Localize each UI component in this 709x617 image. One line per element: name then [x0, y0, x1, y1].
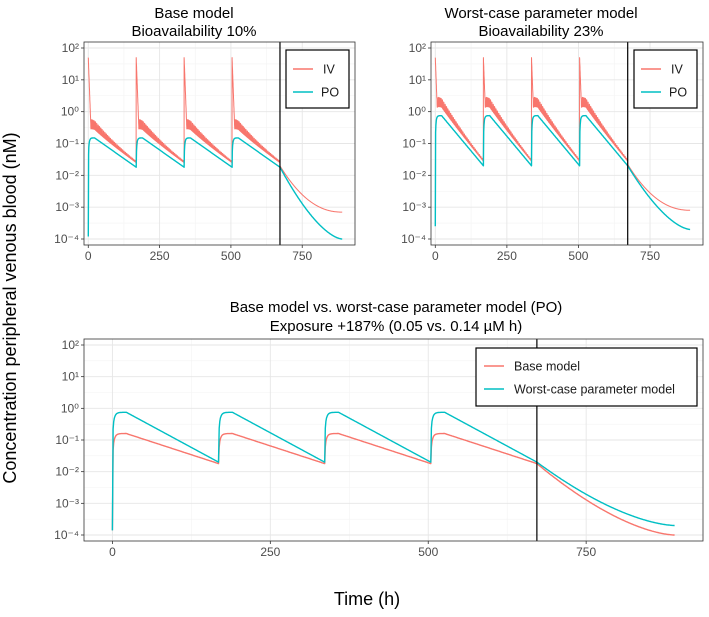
panel-subtitle: Bioavailability 10%: [131, 23, 256, 40]
x-tick-label: 0: [432, 249, 439, 263]
panel-subtitle: Bioavailability 23%: [478, 23, 603, 40]
y-tick-label: 10⁻³: [55, 200, 79, 214]
x-tick-label: 0: [109, 545, 116, 559]
legend: IV PO: [633, 49, 698, 109]
x-tick-label: 0: [85, 249, 92, 263]
x-tick-label: 250: [497, 249, 517, 263]
legend-box: [475, 347, 698, 407]
y-tick-label: 10⁻²: [55, 465, 79, 479]
x-tick-labels: 0 250 500 750: [109, 541, 596, 559]
y-tick-label: 10⁻²: [55, 168, 79, 182]
panel-title: Base model vs. worst-case parameter mode…: [230, 299, 563, 316]
y-tick-labels: 10⁻⁴ 10⁻³ 10⁻² 10⁻¹ 10⁰ 10¹ 10²: [54, 338, 84, 542]
y-tick-label: 10⁻³: [402, 200, 426, 214]
panel-worst-case-model: Worst-case parameter model Bioavailabili…: [401, 5, 704, 263]
legend-label-po: PO: [669, 86, 687, 100]
legend: IV PO: [285, 49, 350, 109]
y-tick-label: 10⁻¹: [402, 137, 426, 151]
x-tick-labels: 0 250 500 750: [85, 245, 313, 263]
panel-title: Base model: [154, 5, 233, 22]
y-tick-label: 10¹: [409, 73, 426, 87]
y-tick-label: 10¹: [62, 73, 79, 87]
x-tick-labels: 0 250 500 750: [432, 245, 660, 263]
x-tick-label: 500: [418, 545, 438, 559]
series-line-po: [87, 137, 343, 240]
series-line-iv: [87, 57, 343, 213]
x-axis-label: Time (h): [334, 589, 400, 609]
series-lines: [111, 411, 675, 536]
y-tick-label: 10⁻¹: [55, 433, 79, 447]
series-line-worst-case-parameter-model: [111, 411, 675, 531]
grid: [84, 42, 355, 245]
x-tick-label: 250: [260, 545, 280, 559]
x-tick-label: 750: [576, 545, 596, 559]
y-tick-label: 10⁻³: [55, 496, 79, 510]
y-tick-labels: 10⁻⁴ 10⁻³ 10⁻² 10⁻¹ 10⁰ 10¹ 10²: [401, 41, 431, 246]
x-tick-label: 500: [221, 249, 241, 263]
legend-label-iv: IV: [671, 63, 683, 77]
legend-label-base: Base model: [514, 360, 580, 374]
legend-label-po: PO: [321, 86, 339, 100]
x-tick-label: 750: [640, 249, 660, 263]
legend-label-iv: IV: [323, 63, 335, 77]
y-tick-label: 10¹: [62, 370, 79, 384]
series-lines: [434, 57, 691, 231]
legend-box: [285, 49, 350, 109]
panel-base-model: Base model Bioavailability 10% 10⁻⁴10⁻³1…: [54, 5, 356, 263]
x-tick-label: 500: [568, 249, 588, 263]
panel-comparison: Base model vs. worst-case parameter mode…: [54, 299, 704, 559]
y-tick-label: 10²: [62, 338, 79, 352]
y-tick-label: 10²: [62, 41, 79, 55]
y-axis-label: Concentration peripheral venous blood (n…: [0, 132, 20, 483]
series-line-po: [434, 114, 691, 231]
legend-box: [633, 49, 698, 109]
y-tick-label: 10⁰: [61, 105, 79, 119]
series-line-base-model: [111, 432, 675, 536]
y-tick-label: 10⁻²: [402, 168, 426, 182]
panel-subtitle: Exposure +187% (0.05 vs. 0.14 µM h): [270, 318, 523, 335]
x-tick-label: 750: [292, 249, 312, 263]
y-tick-label: 10²: [409, 41, 426, 55]
y-tick-label: 10⁻⁴: [54, 232, 79, 246]
panel-title: Worst-case parameter model: [444, 5, 637, 22]
y-tick-label: 10⁻⁴: [401, 232, 426, 246]
legend-label-worst-case: Worst-case parameter model: [514, 383, 675, 397]
series-lines: [87, 57, 343, 240]
y-tick-labels: 10⁻⁴ 10⁻³ 10⁻² 10⁻¹ 10⁰ 10¹ 10²: [54, 41, 84, 246]
y-tick-label: 10⁻⁴: [54, 528, 79, 542]
y-tick-label: 10⁰: [61, 401, 79, 415]
series-line-iv: [434, 57, 691, 211]
legend: Base model Worst-case parameter model: [475, 347, 698, 407]
y-tick-label: 10⁰: [408, 105, 426, 119]
y-tick-label: 10⁻¹: [55, 137, 79, 151]
x-tick-label: 250: [150, 249, 170, 263]
